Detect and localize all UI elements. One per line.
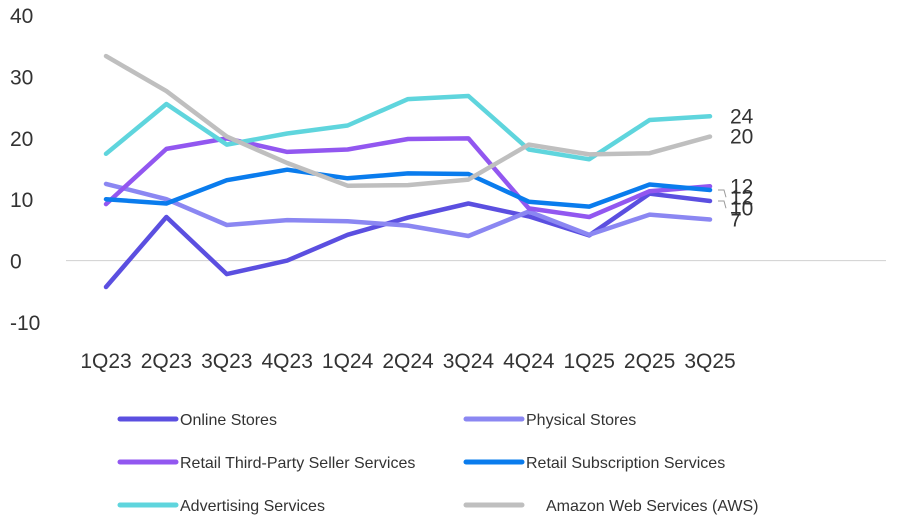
x-axis-ticks: 1Q23 2Q23 3Q23 4Q23 1Q24 2Q24 3Q24 4Q24 1Q25 2Q25… — [80, 350, 735, 373]
legend-label: Retail Third-Party Seller Services — [180, 455, 415, 472]
end-label-leader — [718, 189, 727, 198]
series-line-0 — [103, 191, 713, 290]
end-label-leader — [718, 200, 727, 209]
x-tick-label: 2Q25 — [624, 350, 675, 373]
y-tick-label: 30 — [10, 66, 33, 89]
y-tick-label: 10 — [10, 189, 33, 212]
x-tick-label: 4Q23 — [262, 350, 313, 373]
legend-item: Retail Subscription Services — [463, 455, 725, 472]
y-tick-label: 20 — [10, 128, 33, 151]
legend-item: Advertising Services — [117, 498, 325, 515]
series-line-2 — [103, 136, 713, 220]
y-axis-ticks: -10 0 10 20 30 40 — [10, 5, 40, 335]
legend-item: Online Stores — [117, 412, 277, 429]
end-value-label: 10 — [730, 197, 753, 220]
legend-label: Amazon Web Services (AWS) — [546, 498, 759, 515]
y-tick-label: -10 — [10, 312, 40, 335]
end-value-label: 12 — [730, 175, 753, 198]
y-tick-label: 40 — [10, 5, 33, 28]
legend-item: Retail Third-Party Seller Services — [117, 455, 415, 472]
end-value-label: 12 — [730, 186, 753, 209]
series-line-3 — [103, 167, 713, 209]
end-value-label: 24 — [730, 105, 754, 128]
x-tick-label: 4Q24 — [503, 350, 555, 373]
end-value-label: 7 — [730, 208, 742, 231]
end-value-label: 20 — [730, 126, 753, 149]
x-tick-label: 1Q23 — [80, 350, 131, 373]
x-tick-label: 1Q24 — [322, 350, 374, 373]
legend: Online Stores Physical Stores Retail Third… — [117, 412, 759, 515]
legend-label: Online Stores — [180, 412, 277, 429]
y-tick-label: 0 — [10, 251, 22, 274]
x-tick-label: 2Q24 — [382, 350, 434, 373]
legend-item: Physical Stores — [463, 412, 636, 429]
legend-label: Advertising Services — [180, 498, 325, 515]
x-tick-label: 3Q24 — [443, 350, 495, 373]
series-line-5 — [103, 53, 713, 188]
series-lines — [103, 53, 713, 290]
series-line-1 — [103, 181, 713, 239]
x-tick-label: 1Q25 — [564, 350, 615, 373]
legend-item: Amazon Web Services (AWS) — [463, 498, 759, 515]
legend-label: Physical Stores — [526, 412, 636, 429]
series-line-4 — [103, 93, 713, 162]
legend-label: Retail Subscription Services — [526, 455, 725, 472]
x-tick-label: 3Q25 — [684, 350, 735, 373]
x-tick-label: 3Q23 — [201, 350, 252, 373]
x-tick-label: 2Q23 — [141, 350, 192, 373]
